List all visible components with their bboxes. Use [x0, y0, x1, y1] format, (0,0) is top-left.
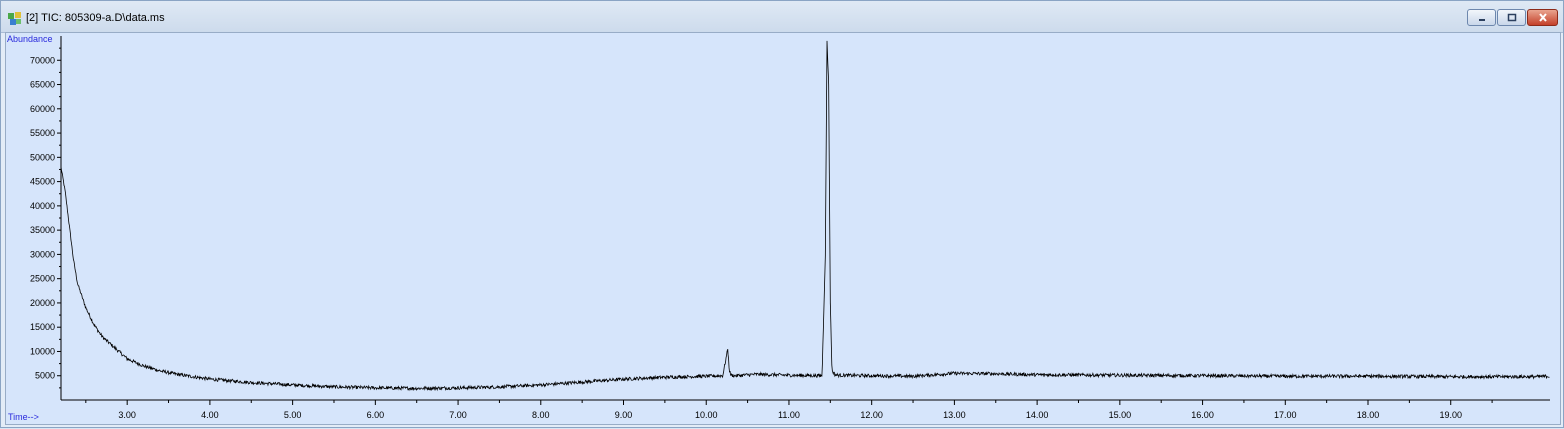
y-tick-label: 25000: [30, 274, 55, 284]
y-tick-label: 30000: [30, 249, 55, 259]
x-tick-label: 10.00: [695, 410, 718, 420]
x-tick-label: 13.00: [943, 410, 966, 420]
x-tick-label: 3.00: [118, 410, 136, 420]
title-bar[interactable]: [2] TIC: 805309-a.D\data.ms: [1, 1, 1563, 33]
x-axis-title: Time-->: [8, 412, 39, 422]
y-tick-label: 10000: [30, 346, 55, 356]
x-tick-label: 6.00: [367, 410, 385, 420]
y-tick-label: 70000: [30, 55, 55, 65]
x-tick-label: 5.00: [284, 410, 302, 420]
maximize-button[interactable]: [1497, 9, 1526, 26]
x-tick-label: 19.00: [1439, 410, 1462, 420]
x-tick-label: 14.00: [1026, 410, 1049, 420]
y-tick-label: 35000: [30, 225, 55, 235]
maximize-icon: [1507, 13, 1516, 22]
x-tick-label: 11.00: [778, 410, 800, 420]
x-tick-label: 4.00: [201, 410, 219, 420]
x-tick-label: 17.00: [1274, 410, 1297, 420]
y-tick-label: 55000: [30, 128, 55, 138]
x-tick-label: 8.00: [532, 410, 550, 420]
x-tick-label: 7.00: [449, 410, 467, 420]
minimize-button[interactable]: [1467, 9, 1496, 26]
y-tick-label: 5000: [35, 371, 55, 381]
x-tick-label: 12.00: [860, 410, 883, 420]
y-ticks: 5000 10000 15000 20000 25000 30000 35000 40000 4…: [30, 47, 61, 389]
chromatogram-app-icon: [8, 12, 21, 25]
y-tick-label: 45000: [30, 177, 55, 187]
y-axis-title: Abundance: [7, 34, 53, 44]
x-tick-label: 16.00: [1191, 410, 1214, 420]
y-tick-label: 50000: [30, 152, 55, 162]
y-tick-label: 65000: [30, 80, 55, 90]
x-tick-label: 9.00: [615, 410, 633, 420]
x-tick-label: 18.00: [1357, 410, 1380, 420]
x-ticks: 3.00 4.00 5.00 6.00 7.00 8.00 9.00 10.00 11.00 12…: [85, 400, 1493, 420]
y-tick-label: 40000: [30, 201, 55, 211]
tic-series-line: [60, 40, 1550, 392]
y-tick-label: 15000: [30, 322, 55, 332]
x-tick-label: 15.00: [1109, 410, 1132, 420]
series-group: [60, 40, 1550, 392]
plot-area-frame: [5, 32, 1561, 425]
axes: [60, 36, 1550, 401]
window-title: [2] TIC: 805309-a.D\data.ms: [26, 12, 165, 24]
minimize-icon: [1478, 18, 1485, 21]
y-tick-label: 20000: [30, 298, 55, 308]
y-tick-label: 60000: [30, 104, 55, 114]
close-button[interactable]: [1527, 9, 1558, 26]
close-icon: [1538, 13, 1547, 22]
